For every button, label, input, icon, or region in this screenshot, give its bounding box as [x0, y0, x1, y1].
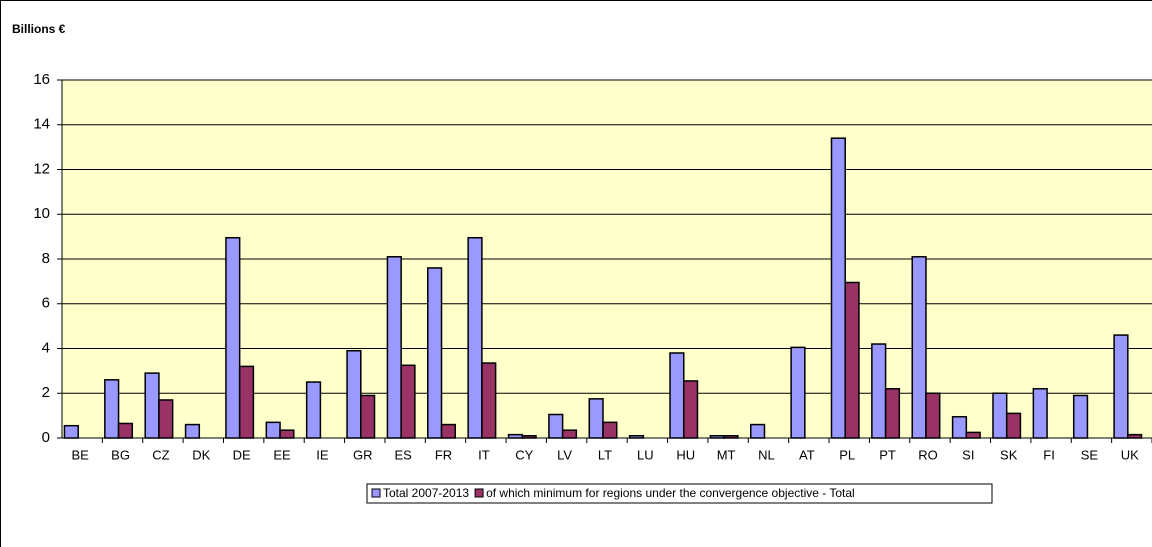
bar [386, 256, 402, 439]
bar [144, 372, 160, 439]
bar [1127, 433, 1143, 439]
bar [481, 362, 497, 439]
bar [965, 431, 981, 439]
x-tick-label: RO [918, 447, 938, 462]
bar [400, 364, 416, 439]
bar [669, 352, 685, 439]
x-tick-label: AT [799, 447, 815, 462]
x-tick-label: LV [557, 447, 572, 462]
bar [750, 423, 766, 439]
y-tick-label: 10 [33, 205, 50, 222]
x-tick-label: SI [962, 447, 974, 462]
x-tick-label: IT [478, 447, 490, 462]
bar [467, 236, 483, 439]
bar [184, 423, 201, 439]
x-tick-label: LT [598, 447, 612, 462]
x-tick-label: PT [879, 447, 896, 462]
bar [992, 392, 1008, 439]
x-tick-label: CY [515, 447, 533, 462]
bar [844, 281, 860, 439]
bar [830, 137, 846, 439]
bar [951, 415, 968, 439]
bar [1072, 394, 1089, 439]
x-tick-label: HU [676, 447, 695, 462]
bar [723, 435, 739, 439]
bar [225, 236, 241, 439]
bar [104, 379, 120, 439]
legend-label: of which minimum for regions under the c… [486, 486, 855, 500]
x-tick-label: SE [1081, 447, 1099, 462]
bar [507, 433, 524, 439]
bar [884, 388, 901, 439]
x-tick-label: IE [316, 447, 329, 462]
y-tick-label: 6 [42, 295, 50, 312]
bar [790, 346, 806, 439]
legend-swatch [474, 488, 484, 498]
bar [238, 365, 255, 439]
y-tick-label: 4 [42, 339, 50, 356]
y-axis-label: Billions € [12, 22, 66, 36]
bar [588, 398, 604, 439]
bar [158, 399, 174, 439]
bar [521, 435, 537, 439]
bar [360, 394, 376, 439]
bar [628, 435, 645, 439]
bar [1005, 412, 1022, 439]
bar [63, 424, 79, 439]
legend-label: Total 2007-2013 [383, 486, 469, 500]
x-tick-label: DE [233, 447, 251, 462]
bar [346, 349, 362, 439]
y-tick-label: 2 [42, 384, 50, 401]
x-tick-label: CZ [152, 447, 169, 462]
x-tick-label: FI [1043, 447, 1055, 462]
x-tick-label: SK [1000, 447, 1018, 462]
x-tick-label: EE [273, 447, 291, 462]
bar [925, 392, 941, 439]
x-tick-label: DK [192, 447, 210, 462]
bar [548, 413, 564, 439]
x-tick-label: ES [394, 447, 412, 462]
bar [602, 421, 618, 439]
x-tick-label: BE [72, 447, 90, 462]
x-tick-label: FR [435, 447, 452, 462]
x-tick-label: UK [1121, 447, 1139, 462]
x-tick-label: MT [717, 447, 736, 462]
legend-swatch [371, 488, 381, 498]
x-tick-label: PL [839, 447, 855, 462]
bar [305, 381, 322, 439]
bar [561, 429, 578, 439]
bar [682, 380, 699, 439]
bar [279, 429, 295, 439]
bar [1032, 388, 1048, 439]
y-tick-label: 0 [42, 429, 50, 446]
bar [911, 256, 927, 439]
bar [427, 267, 443, 439]
bar [1113, 334, 1129, 439]
y-tick-label: 16 [33, 71, 50, 88]
bar [440, 423, 456, 439]
y-tick-label: 12 [33, 160, 50, 177]
x-tick-label: LU [637, 447, 654, 462]
x-tick-label: GR [353, 447, 373, 462]
x-tick-label: NL [758, 447, 775, 462]
y-tick-label: 8 [42, 250, 50, 267]
bar [265, 421, 281, 439]
y-tick-label: 14 [33, 116, 50, 133]
bar [117, 422, 134, 439]
x-tick-label: BG [111, 447, 130, 462]
legend-box [366, 483, 993, 504]
bar [871, 343, 887, 439]
bar [709, 435, 725, 439]
